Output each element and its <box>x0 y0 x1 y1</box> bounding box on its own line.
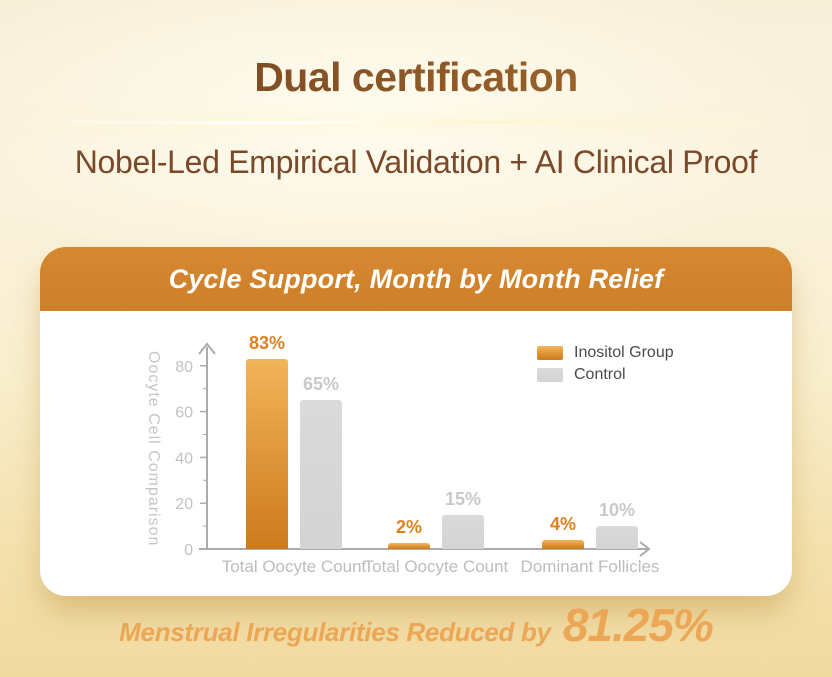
chart-card: Cycle Support, Month by Month Relief Ooc… <box>40 247 792 596</box>
footer-highlight: 81.25% <box>562 599 714 651</box>
y-tick-label: 20 <box>175 496 193 513</box>
legend-label: Inositol Group <box>574 343 674 361</box>
bar-value-label: 2% <box>395 517 422 537</box>
bar-value-label: 15% <box>444 488 482 509</box>
bar-inositol-group <box>542 539 584 549</box>
x-axis-category-label: Dominant Follicles <box>520 557 660 576</box>
footer-text: Menstrual Irregularities Reduced by <box>119 617 551 647</box>
y-tick-label: 80 <box>175 359 193 376</box>
legend-item-control: Control <box>537 366 674 383</box>
footer-claim: Menstrual Irregularities Reduced by 81.2… <box>0 598 832 652</box>
y-axis-arrow-icon <box>198 342 216 355</box>
legend-item-inositol-group: Inositol Group <box>537 344 674 361</box>
bar-value-label: 4% <box>549 513 576 534</box>
legend-swatch-control <box>537 367 563 382</box>
bar-value-label: 83% <box>248 332 286 353</box>
bar-inositol-group <box>388 543 430 549</box>
card-title: Cycle Support, Month by Month Relief <box>168 263 664 294</box>
y-tick-label: 40 <box>175 450 193 467</box>
chart-axes: 0 20 40 60 80 <box>175 342 651 559</box>
chart-area: Oocyte Cell Comparison 0 20 40 60 80 83% 2% 4% 6… <box>40 311 792 596</box>
x-axis-category-label: Total Oocyte Count <box>363 557 509 576</box>
legend-swatch-inositol-group <box>537 345 563 360</box>
glow-line <box>30 121 770 124</box>
x-axis-arrow-icon <box>639 541 651 557</box>
bar-value-label: 65% <box>302 374 340 395</box>
page-subtitle: Nobel-Led Empirical Validation + AI Clin… <box>74 144 758 180</box>
page-title: Dual certification <box>0 54 832 101</box>
bar-control <box>300 400 342 549</box>
card-header: Cycle Support, Month by Month Relief <box>40 247 792 311</box>
bar-control <box>442 514 484 549</box>
y-tick-label: 0 <box>184 542 193 559</box>
bar-control <box>596 526 638 549</box>
chart-plot: 0 20 40 60 80 83% 2% 4% 65% 15% 10% Total Oocyte Co… <box>40 311 792 596</box>
chart-legend: Inositol Group Control <box>537 344 674 383</box>
bar-inositol-group <box>246 358 288 549</box>
y-tick-label: 60 <box>175 405 193 422</box>
y-axis-label: Oocyte Cell Comparison <box>145 351 162 547</box>
x-axis-category-label: Total Oocyte Count <box>221 557 367 576</box>
legend-label: Control <box>574 365 626 383</box>
bar-value-label: 10% <box>598 500 636 521</box>
